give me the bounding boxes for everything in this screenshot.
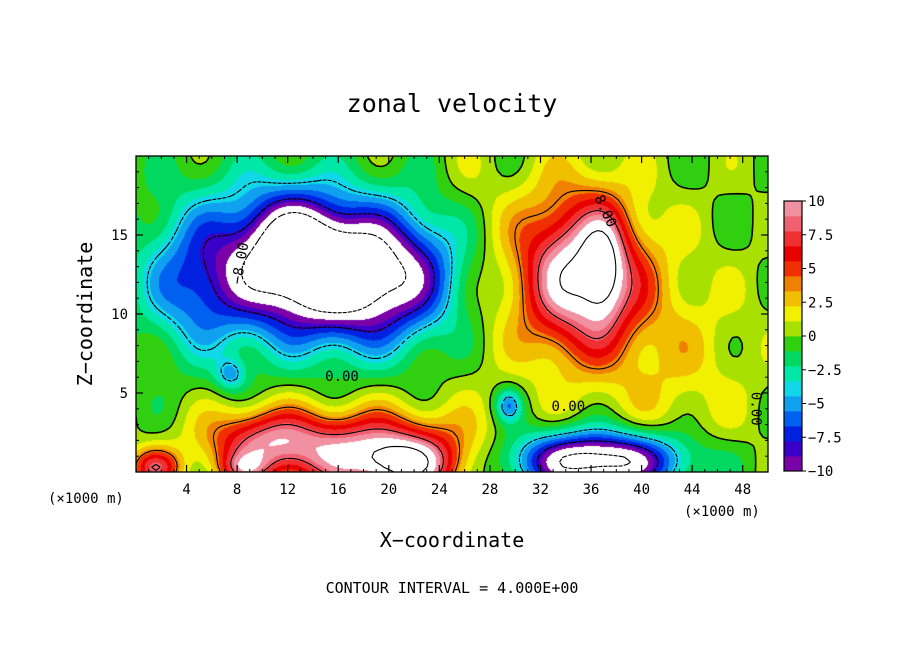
contour-line [136, 156, 768, 472]
y-tick-label: 10 [111, 307, 128, 323]
heatmap-field [136, 156, 768, 472]
contour-line [241, 212, 631, 470]
colorbar-tick-label: 2.5 [808, 295, 833, 311]
x-tick-label: 8 [233, 482, 241, 498]
colorbar-segment [784, 351, 802, 367]
heatmap-canvas [136, 156, 768, 472]
x-unit-right: (×1000 m) [684, 504, 760, 520]
colorbar-tick-label: −10 [808, 464, 833, 480]
colorbar-segment [784, 411, 802, 427]
colorbar-segment [784, 336, 802, 352]
contour-line [151, 209, 633, 472]
x-tick-label: 28 [481, 482, 498, 498]
x-tick-label: 36 [583, 482, 600, 498]
colorbar-segment [784, 366, 802, 382]
x-tick-label: 12 [279, 482, 296, 498]
colorbar-segment [784, 381, 802, 397]
x-tick-label: 4 [182, 482, 190, 498]
colorbar-ticks: 10 7.5 5 2.5 0 −2.5 −5 −7.5 −10 [802, 194, 842, 480]
colorbar-segment [784, 231, 802, 247]
colorbar-segment [784, 261, 802, 277]
colorbar-segment [784, 396, 802, 412]
x-tick-label: 44 [684, 482, 701, 498]
x-tick-label: 24 [431, 482, 448, 498]
colorbar-segment [784, 291, 802, 307]
x-axis-ticks: 4 8 12 16 20 24 28 32 36 40 44 48 [148, 156, 756, 498]
contour-line [146, 179, 678, 472]
contour-lines [136, 156, 768, 472]
contour-label: 0.00 [747, 392, 763, 426]
x-tick-label: 32 [532, 482, 549, 498]
x-tick-label: 40 [633, 482, 650, 498]
colorbar-tick-label: −2.5 [808, 363, 842, 379]
contour-interval-note: CONTOUR INTERVAL = 4.000E+00 [326, 579, 579, 597]
y-tick-label: 15 [111, 228, 128, 244]
colorbar-segment [784, 216, 802, 232]
colorbar-segment [784, 426, 802, 442]
colorbar-segment [784, 306, 802, 322]
colorbar-segment [784, 441, 802, 457]
colorbar-segment [784, 246, 802, 262]
colorbar-tick-label: −5 [808, 397, 825, 413]
x-axis-label: X−coordinate [380, 528, 525, 552]
contour-line [371, 230, 617, 472]
colorbar-tick-label: 5 [808, 262, 816, 278]
colorbar-tick-label: 10 [808, 194, 825, 210]
chart-title: zonal velocity [347, 89, 558, 118]
colorbar-segment [784, 321, 802, 337]
x-tick-label: 20 [380, 482, 397, 498]
colorbar [783, 200, 803, 472]
colorbar-tick-label: −7.5 [808, 430, 842, 446]
x-tick-label: 16 [330, 482, 347, 498]
colorbar-tick-label: 0 [808, 329, 816, 345]
y-axis-ticks: 5 10 15 [111, 171, 768, 457]
colorbar-segment [784, 456, 802, 472]
colorbar-tick-label: 7.5 [808, 228, 833, 244]
contour-label: 0.00 [325, 369, 359, 385]
x-unit-left: (×1000 m) [48, 491, 124, 507]
contour-label: −8.00 [229, 241, 252, 285]
colorbar-segment [784, 201, 802, 217]
colorbar-segment [784, 276, 802, 292]
y-axis-label: Z−coordinate [73, 242, 97, 387]
y-tick-label: 5 [120, 386, 128, 402]
x-tick-label: 48 [734, 482, 751, 498]
contour-label: 0.00 [551, 399, 585, 415]
